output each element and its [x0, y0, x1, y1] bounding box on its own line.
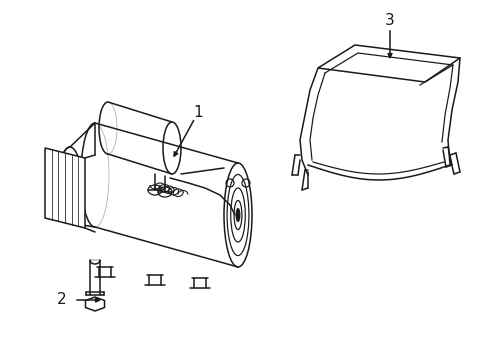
Polygon shape [85, 297, 104, 311]
Polygon shape [317, 45, 459, 82]
Ellipse shape [163, 122, 181, 174]
Ellipse shape [224, 163, 251, 267]
Ellipse shape [236, 209, 239, 221]
Polygon shape [45, 148, 85, 228]
Text: 2: 2 [57, 292, 67, 307]
Ellipse shape [58, 147, 82, 223]
Text: 3: 3 [385, 13, 394, 27]
Text: 1: 1 [193, 104, 203, 120]
